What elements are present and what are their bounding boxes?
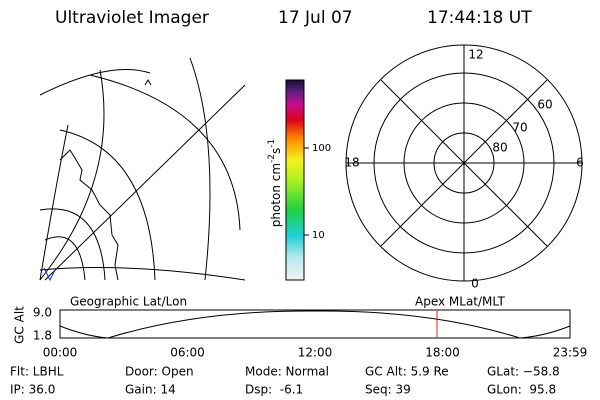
strip-left-label: Geographic Lat/Lon [70, 295, 187, 309]
map-arc [59, 129, 156, 281]
strip-y-tick: 9.0 [33, 306, 52, 320]
mlt-label: 18 [344, 156, 359, 170]
map-line [39, 124, 69, 281]
lat-label: 70 [512, 121, 527, 135]
colorbar: 100 10 photon cm-2s-1 [267, 79, 331, 281]
map-arc [189, 57, 211, 281]
date: 17 Jul 07 [278, 8, 353, 28]
map-line [39, 69, 105, 281]
title: Ultraviolet Imager [55, 8, 209, 28]
status-field: Door: Open [125, 365, 194, 379]
strip-x-tick: 12:00 [298, 346, 333, 360]
unit-exp: -2 [267, 154, 277, 163]
mlt-label: 12 [468, 48, 483, 62]
colorbar-scale [285, 79, 305, 281]
map-line [44, 84, 246, 281]
strip-x-ticks: 00:00 06:00 12:00 18:00 23:59 [43, 346, 588, 360]
status: Flt: LBHL Door: Open Mode: Normal GC Alt: 5… [10, 365, 560, 397]
strip-frame [59, 309, 571, 339]
colorbar-tick-label: 10 [312, 230, 325, 241]
status-field: Gain: 14 [125, 383, 176, 397]
colorbar-tick-label: 100 [312, 143, 331, 154]
mlt-label: 0 [471, 277, 479, 291]
altitude-strip: Geographic Lat/Lon Apex MLat/MLT GC Alt … [13, 295, 571, 344]
status-field: IP: 36.0 [10, 383, 55, 397]
strip-y-tick: 1.8 [33, 329, 52, 343]
unit-mid: s [269, 148, 283, 154]
strip-x-tick: 00:00 [43, 346, 78, 360]
status-field: Mode: Normal [245, 365, 329, 379]
status-field: GLon: 95.8 [487, 383, 556, 397]
unit-base: photon cm [269, 163, 283, 227]
colorbar-unit: photon cm-2s-1 [267, 139, 283, 228]
strip-x-tick: 06:00 [170, 346, 205, 360]
map-arc [44, 236, 86, 281]
unit-exp: -1 [267, 139, 277, 148]
lat-label: 80 [492, 141, 507, 155]
header: Ultraviolet Imager 17 Jul 07 17:44:18 UT [55, 8, 532, 28]
status-field: Dsp: -6.1 [245, 383, 303, 397]
lat-label: 60 [537, 98, 552, 112]
status-field: GLat: −58.8 [487, 365, 560, 379]
mlt-label: 6 [576, 156, 584, 170]
time: 17:44:18 UT [427, 8, 532, 28]
map [39, 57, 246, 282]
coastline [59, 149, 119, 281]
altitude-curve [59, 310, 571, 339]
coastline [43, 267, 56, 282]
status-field: Seq: 39 [365, 383, 411, 397]
map-arc [89, 74, 241, 231]
polar-grid [345, 44, 583, 282]
strip-y-label: GC Alt [13, 306, 27, 344]
strip-x-tick: 18:00 [425, 346, 460, 360]
strip-x-tick: 23:59 [553, 346, 588, 360]
strip-right-label: Apex MLat/MLT [415, 295, 505, 309]
map-line [39, 267, 246, 281]
map-arc [39, 68, 151, 96]
status-field: GC Alt: 5.9 Re [365, 365, 449, 379]
status-field: Flt: LBHL [10, 365, 64, 379]
map-marker [144, 79, 152, 86]
mlt-line [380, 79, 548, 247]
